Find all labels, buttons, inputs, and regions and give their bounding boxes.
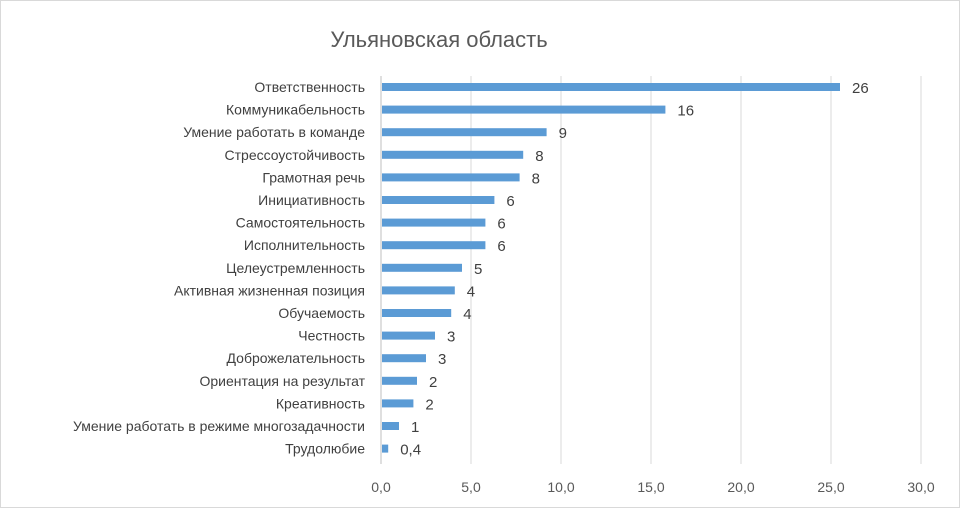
data-label: 8 <box>535 148 543 165</box>
category-label: Умение работать в режиме многозадачности <box>73 418 365 434</box>
x-tick-label: 25,0 <box>817 479 844 495</box>
bar <box>382 399 414 408</box>
data-label: 2 <box>425 396 433 413</box>
bar <box>382 309 452 317</box>
chart-title: Ульяновская область <box>330 27 547 52</box>
x-tick-label: 5,0 <box>461 479 481 495</box>
category-label: Ориентация на результат <box>199 373 365 389</box>
bar <box>382 150 524 159</box>
data-label: 4 <box>463 306 471 323</box>
category-labels: Ответственность Коммуникабельность Умение … <box>73 79 366 457</box>
bars <box>382 83 840 453</box>
bar <box>382 331 435 340</box>
data-label: 1 <box>411 419 419 436</box>
data-label: 8 <box>532 170 540 187</box>
category-label: Целеустремленность <box>226 260 365 276</box>
category-label: Самостоятельность <box>236 215 365 231</box>
bar <box>382 376 417 385</box>
category-label: Креативность <box>276 395 365 411</box>
category-label: Умение работать в команде <box>183 124 365 140</box>
bar <box>382 218 486 227</box>
x-tick-label: 10,0 <box>547 479 574 495</box>
category-label: Стрессоустойчивость <box>225 147 365 163</box>
data-label: 3 <box>447 329 455 346</box>
bar <box>382 263 462 272</box>
grid-lines <box>380 76 922 464</box>
category-label: Доброжелательность <box>227 350 365 366</box>
category-label: Инициативность <box>258 192 365 208</box>
category-label: Коммуникабельность <box>226 102 365 118</box>
x-tick-label: 30,0 <box>907 479 934 495</box>
bar <box>382 286 455 295</box>
data-label: 3 <box>438 351 446 368</box>
data-label: 6 <box>497 216 505 233</box>
category-label: Исполнительность <box>244 237 365 253</box>
bar <box>382 128 547 137</box>
category-label: Обучаемость <box>278 305 365 321</box>
data-label: 4 <box>467 283 475 300</box>
category-label: Активная жизненная позиция <box>174 282 365 298</box>
category-label: Ответственность <box>254 79 365 95</box>
bar <box>382 444 389 453</box>
bar <box>382 83 840 91</box>
data-label: 6 <box>497 238 505 255</box>
data-label: 0,4 <box>400 442 421 459</box>
bar <box>382 422 399 430</box>
data-label: 2 <box>429 374 437 391</box>
category-label: Честность <box>298 328 365 344</box>
category-label: Трудолюбие <box>285 441 365 457</box>
data-label: 26 <box>852 80 869 97</box>
x-tick-label: 0,0 <box>371 479 391 495</box>
x-tick-label: 15,0 <box>637 479 664 495</box>
bar <box>382 241 486 250</box>
category-label: Грамотная речь <box>262 169 365 185</box>
bar <box>382 173 520 182</box>
bar <box>382 354 426 363</box>
data-label: 16 <box>677 103 694 120</box>
bar <box>382 196 495 204</box>
bar <box>382 105 666 114</box>
x-tick-labels: 0,0 5,0 10,0 15,0 20,0 25,0 30,0 <box>371 479 935 495</box>
data-label: 5 <box>474 261 482 278</box>
data-label: 9 <box>559 125 567 142</box>
x-tick-label: 20,0 <box>727 479 754 495</box>
data-label: 6 <box>506 193 514 210</box>
